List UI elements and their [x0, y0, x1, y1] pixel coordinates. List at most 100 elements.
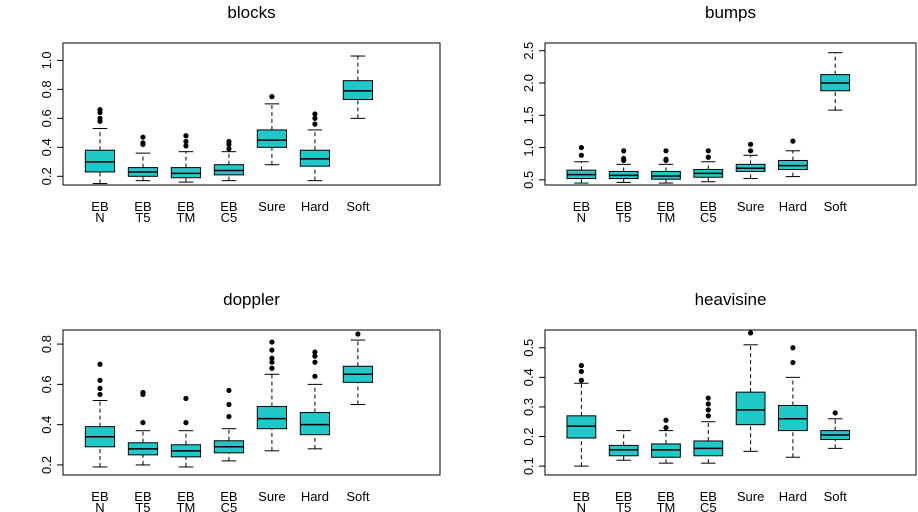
y-tick-label: 0.2 — [521, 427, 536, 445]
outlier — [183, 420, 189, 426]
x-tick-label: C5 — [700, 500, 717, 512]
x-tick-label: Sure — [737, 489, 764, 504]
outlier — [312, 121, 318, 127]
x-tick-label: C5 — [700, 210, 717, 225]
outlier — [705, 154, 711, 160]
x-tick-label: TM — [177, 210, 196, 225]
outlier — [578, 368, 584, 375]
y-tick-label: 0.2 — [39, 456, 54, 474]
y-tick-label: 0.1 — [521, 457, 536, 475]
outlier — [663, 148, 669, 154]
outlier — [790, 345, 796, 351]
x-tick-label: Soft — [824, 489, 848, 504]
y-tick-label: 0.2 — [39, 167, 54, 185]
outlier — [183, 138, 189, 145]
outlier — [747, 141, 754, 147]
outlier — [663, 417, 669, 423]
x-tick-label: Sure — [258, 199, 285, 214]
plot-frame — [62, 42, 441, 186]
y-tick-label: 0.3 — [521, 398, 536, 416]
outlier — [183, 143, 189, 149]
x-tick-label: EB — [134, 199, 151, 214]
x-tick-label: EB — [91, 199, 108, 214]
y-tick-label: 0.4 — [521, 368, 536, 386]
y-tick-label: 1.0 — [39, 51, 54, 69]
outlier — [578, 377, 584, 383]
outlier — [312, 349, 318, 355]
chart-title: bumps — [705, 3, 756, 22]
plot-frame — [544, 329, 917, 476]
x-tick-label: Hard — [779, 199, 807, 214]
x-tick-label: EB — [134, 489, 151, 504]
outlier — [97, 107, 103, 113]
outlier — [578, 152, 584, 158]
x-tick-label: N — [95, 500, 104, 512]
x-tick-label: EB — [177, 199, 194, 214]
outlier — [705, 148, 711, 154]
outlier — [269, 355, 275, 361]
x-tick-label: EB — [615, 199, 632, 214]
x-tick-label: EB — [220, 489, 237, 504]
outlier — [705, 395, 711, 401]
x-tick-label: T5 — [135, 500, 150, 512]
y-tick-label: 0.6 — [39, 109, 54, 127]
x-tick-label: C5 — [221, 500, 238, 512]
box — [256, 406, 288, 430]
outlier — [578, 362, 584, 369]
outlier — [705, 413, 711, 419]
outlier — [705, 407, 711, 413]
outlier — [97, 115, 103, 121]
x-tick-label: TM — [177, 500, 196, 512]
outlier — [663, 156, 669, 162]
box — [256, 129, 288, 148]
x-tick-label: Soft — [824, 199, 848, 214]
x-tick-label: N — [577, 500, 586, 512]
outlier — [183, 395, 189, 402]
outlier — [226, 401, 232, 408]
plot-frame — [62, 329, 441, 476]
outlier — [97, 377, 103, 383]
outlier — [312, 111, 318, 117]
outlier — [663, 425, 669, 431]
outlier — [140, 140, 146, 146]
outlier — [312, 373, 318, 379]
outlier — [790, 138, 796, 144]
outlier — [747, 148, 754, 154]
x-tick-label: Hard — [779, 489, 807, 504]
y-tick-label: 1.0 — [521, 139, 536, 157]
outlier — [621, 155, 627, 162]
x-tick-label: EB — [700, 199, 717, 214]
outlier — [226, 387, 232, 394]
outlier — [140, 134, 146, 140]
outlier — [97, 361, 103, 367]
x-tick-label: TM — [657, 210, 676, 225]
x-tick-label: C5 — [221, 210, 238, 225]
x-tick-label: EB — [177, 489, 194, 504]
outlier — [140, 420, 146, 426]
plot-frame — [544, 42, 917, 186]
outlier — [312, 359, 318, 365]
x-tick-label: Hard — [301, 489, 329, 504]
x-tick-label: EB — [573, 199, 590, 214]
x-tick-label: TM — [657, 500, 676, 512]
outlier — [312, 353, 318, 359]
y-tick-label: 0.8 — [39, 335, 54, 353]
y-tick-label: 0.4 — [39, 138, 54, 156]
y-tick-label: 0.8 — [39, 80, 54, 98]
outlier — [312, 115, 318, 121]
outlier — [832, 410, 838, 416]
x-tick-label: EB — [657, 489, 674, 504]
x-tick-label: EB — [700, 489, 717, 504]
outlier — [269, 347, 275, 353]
outlier — [226, 413, 232, 420]
box — [299, 412, 331, 436]
outlier — [269, 365, 275, 371]
x-tick-label: EB — [615, 489, 632, 504]
x-tick-label: T5 — [135, 210, 150, 225]
x-tick-label: Sure — [258, 489, 285, 504]
x-tick-label: Soft — [346, 489, 370, 504]
x-tick-label: Hard — [301, 199, 329, 214]
outlier — [269, 339, 275, 345]
